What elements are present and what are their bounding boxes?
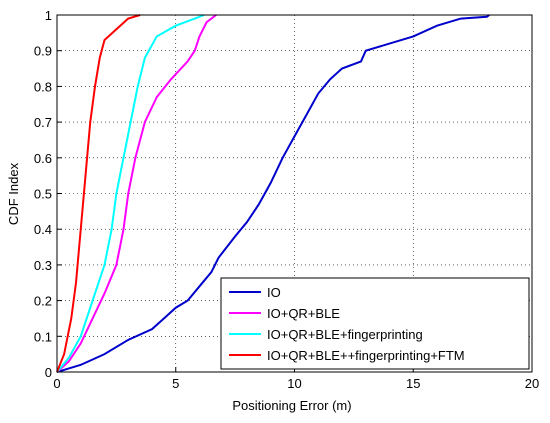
series-line xyxy=(56,14,205,373)
x-tick-label: 15 xyxy=(406,376,420,391)
y-tick-label: 0.2 xyxy=(34,294,52,309)
legend-label: IO+QR+BLE++fingerprinting+FTM xyxy=(267,348,465,363)
y-tick-label: 1 xyxy=(45,8,52,23)
y-tick-label: 0 xyxy=(45,365,52,380)
legend-label: IO+QR+BLE+fingerprinting xyxy=(267,327,423,342)
y-axis-label: CDF Index xyxy=(6,162,21,225)
y-tick-label: 0.5 xyxy=(34,187,52,202)
legend-label: IO+QR+BLE xyxy=(267,306,340,321)
y-tick-label: 0.9 xyxy=(34,44,52,59)
x-tick-label: 5 xyxy=(172,376,179,391)
y-tick-label: 0.6 xyxy=(34,151,52,166)
y-tick-label: 0.4 xyxy=(34,222,52,237)
legend-label: IO xyxy=(267,285,281,300)
x-axis-label: Positioning Error (m) xyxy=(232,398,351,413)
x-tick-label: 20 xyxy=(525,376,539,391)
y-tick-label: 0.1 xyxy=(34,329,52,344)
y-tick-label: 0.7 xyxy=(34,115,52,130)
series-line xyxy=(56,14,490,373)
series-line xyxy=(56,14,141,373)
plot-frame xyxy=(56,14,533,373)
x-tick-label: 0 xyxy=(53,376,60,391)
legend-box xyxy=(220,277,530,370)
x-tick-label: 10 xyxy=(287,376,301,391)
y-tick-label: 0.3 xyxy=(34,258,52,273)
series-line xyxy=(56,14,217,373)
y-tick-label: 0.8 xyxy=(34,79,52,94)
